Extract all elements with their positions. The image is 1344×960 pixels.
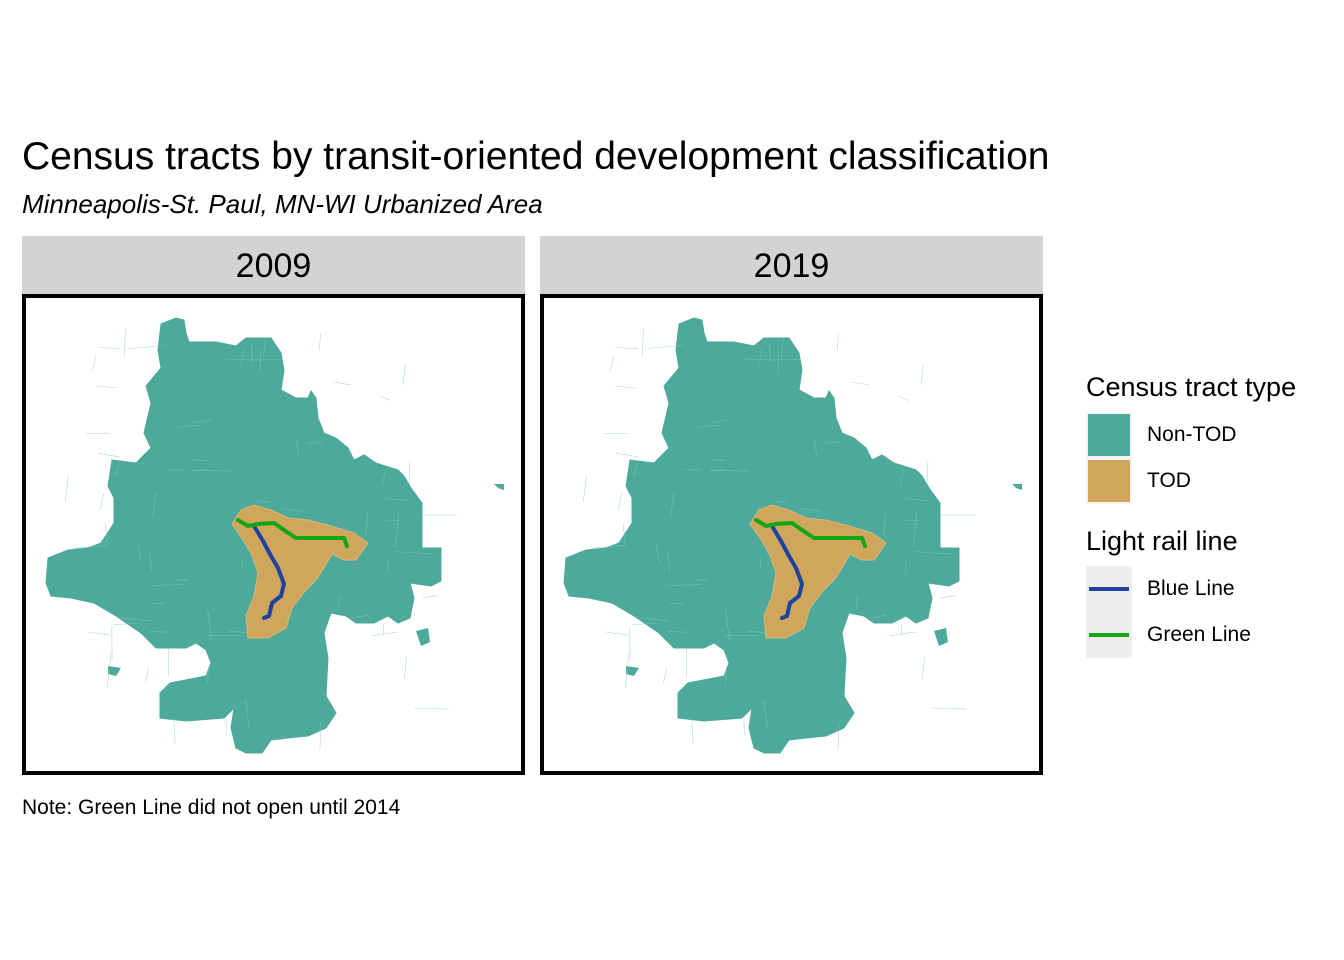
- green-line: [754, 518, 867, 548]
- facet-label-2019: 2019: [753, 246, 830, 285]
- tract-boundary-lines: [64, 328, 458, 750]
- green-line-key: [1086, 612, 1132, 658]
- legend-title-rail-line: Light rail line: [1086, 526, 1238, 556]
- outlying-tract: [1012, 484, 1022, 490]
- tract-boundary-lines: [582, 328, 976, 750]
- legend-label-blue-line: Blue Line: [1147, 577, 1235, 600]
- non-tod-swatch: [1086, 412, 1132, 458]
- facet-strip-2009: 2009: [22, 236, 525, 294]
- map-panel-2009: [22, 294, 525, 775]
- tract-boundaries: [582, 328, 976, 750]
- outlying-tract: [108, 666, 121, 676]
- outlying-tract: [810, 398, 827, 410]
- legend-label-green-line: Green Line: [1147, 623, 1251, 646]
- legend-rail-line: Light rail line Blue Line Green Line: [1086, 524, 1296, 658]
- outlying-tracts: [626, 398, 1022, 676]
- facet-label-2009: 2009: [235, 246, 312, 285]
- green-line: [236, 518, 349, 548]
- legend: Census tract type Non-TOD TOD Light rail…: [1086, 370, 1296, 678]
- outlying-tract: [626, 666, 639, 676]
- legend-title-tract-type: Census tract type: [1086, 372, 1297, 402]
- tract-boundaries: [64, 328, 458, 750]
- map-2009: [45, 317, 504, 754]
- legend-item-blue-line: Blue Line: [1086, 566, 1296, 612]
- outlying-tract: [292, 398, 309, 410]
- legend-label-tod: TOD: [1147, 469, 1191, 492]
- outlying-tracts: [108, 398, 504, 676]
- chart-caption: Note: Green Line did not open until 2014: [22, 796, 401, 819]
- outlying-tract: [416, 628, 430, 646]
- facet-strip-2019: 2019: [540, 236, 1043, 294]
- chart-subtitle: Minneapolis-St. Paul, MN-WI Urbanized Ar…: [22, 189, 543, 219]
- legend-item-green-line: Green Line: [1086, 612, 1296, 658]
- tod-swatch: [1086, 458, 1132, 504]
- blue-line: [252, 524, 286, 620]
- legend-tract-type: Census tract type Non-TOD TOD: [1086, 370, 1296, 504]
- legend-item-non-tod: Non-TOD: [1086, 412, 1296, 458]
- map-panel-2019: [540, 294, 1043, 775]
- blue-line: [770, 524, 804, 620]
- outlying-tract: [494, 484, 504, 490]
- blue-line-key: [1086, 566, 1132, 612]
- map-2019: [563, 317, 1022, 754]
- legend-item-tod: TOD: [1086, 458, 1296, 504]
- outlying-tract: [934, 628, 948, 646]
- legend-label-non-tod: Non-TOD: [1147, 423, 1237, 446]
- chart-title: Census tracts by transit-oriented develo…: [22, 135, 1050, 178]
